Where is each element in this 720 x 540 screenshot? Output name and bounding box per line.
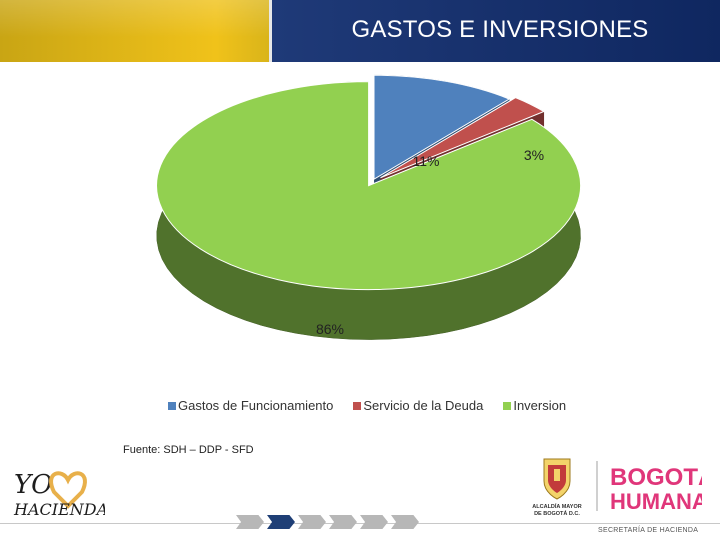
legend-item: Gastos de Funcionamiento: [168, 398, 333, 413]
slide-progress: [236, 515, 419, 529]
legend-label: Gastos de Funcionamiento: [178, 398, 334, 413]
shield-icon: [543, 458, 571, 500]
heart-icon: [49, 471, 87, 509]
header-divider: [269, 0, 272, 62]
legend-item: Inversion: [503, 398, 566, 413]
slide-header: GASTOS E INVERSIONES: [0, 0, 720, 62]
legend-swatch: [168, 401, 176, 410]
alcaldia-line1: ALCALDÍA MAYOR: [532, 502, 581, 510]
pie-slice-3: [156, 81, 582, 291]
legend-label: Servicio de la Deuda: [363, 398, 484, 413]
bogota-humana-logo: ALCALDÍA MAYOR DE BOGOTÁ D.C. BOGOTÁ HUM…: [532, 458, 702, 517]
legend-label: Inversion: [513, 398, 567, 413]
header-gold-panel: [0, 0, 270, 62]
progress-step: [360, 515, 388, 529]
legend-swatch: [503, 401, 512, 410]
chart-legend: Gastos de Funcionamiento Servicio de la D…: [168, 398, 586, 413]
yo-hacienda-logo: YO HACIENDA: [13, 470, 105, 519]
pie-slice-1: [373, 74, 511, 181]
pie-slice-2: [380, 97, 545, 179]
yo-logo-word2: HACIENDA: [13, 500, 105, 519]
legend-swatch: [353, 401, 362, 410]
data-label: 86%: [316, 321, 344, 337]
footer-divider: [0, 523, 720, 524]
progress-step: [267, 515, 295, 529]
source-note: Fuente: SDH – DDP - SFD: [123, 444, 254, 456]
data-label: 11%: [413, 153, 440, 169]
progress-step: [298, 515, 326, 529]
secretaria-label: SECRETARÍA DE HACIENDA: [598, 527, 699, 534]
pie-chart: 11% 3% 86%: [156, 74, 582, 340]
slide-title: GASTOS E INVERSIONES: [351, 16, 649, 43]
legend-item: Servicio de la Deuda: [353, 398, 483, 413]
yo-logo-word1: YO: [14, 470, 52, 500]
progress-step: [236, 515, 264, 529]
logo-divider: [596, 461, 598, 511]
progress-step: [391, 515, 419, 529]
data-label: 3%: [524, 147, 544, 163]
alcaldia-line2: DE BOGOTÁ D.C.: [534, 510, 580, 517]
bogota-word: BOGOTÁ: [610, 463, 702, 491]
humana-word: HUMANA: [610, 489, 702, 514]
progress-step: [329, 515, 357, 529]
